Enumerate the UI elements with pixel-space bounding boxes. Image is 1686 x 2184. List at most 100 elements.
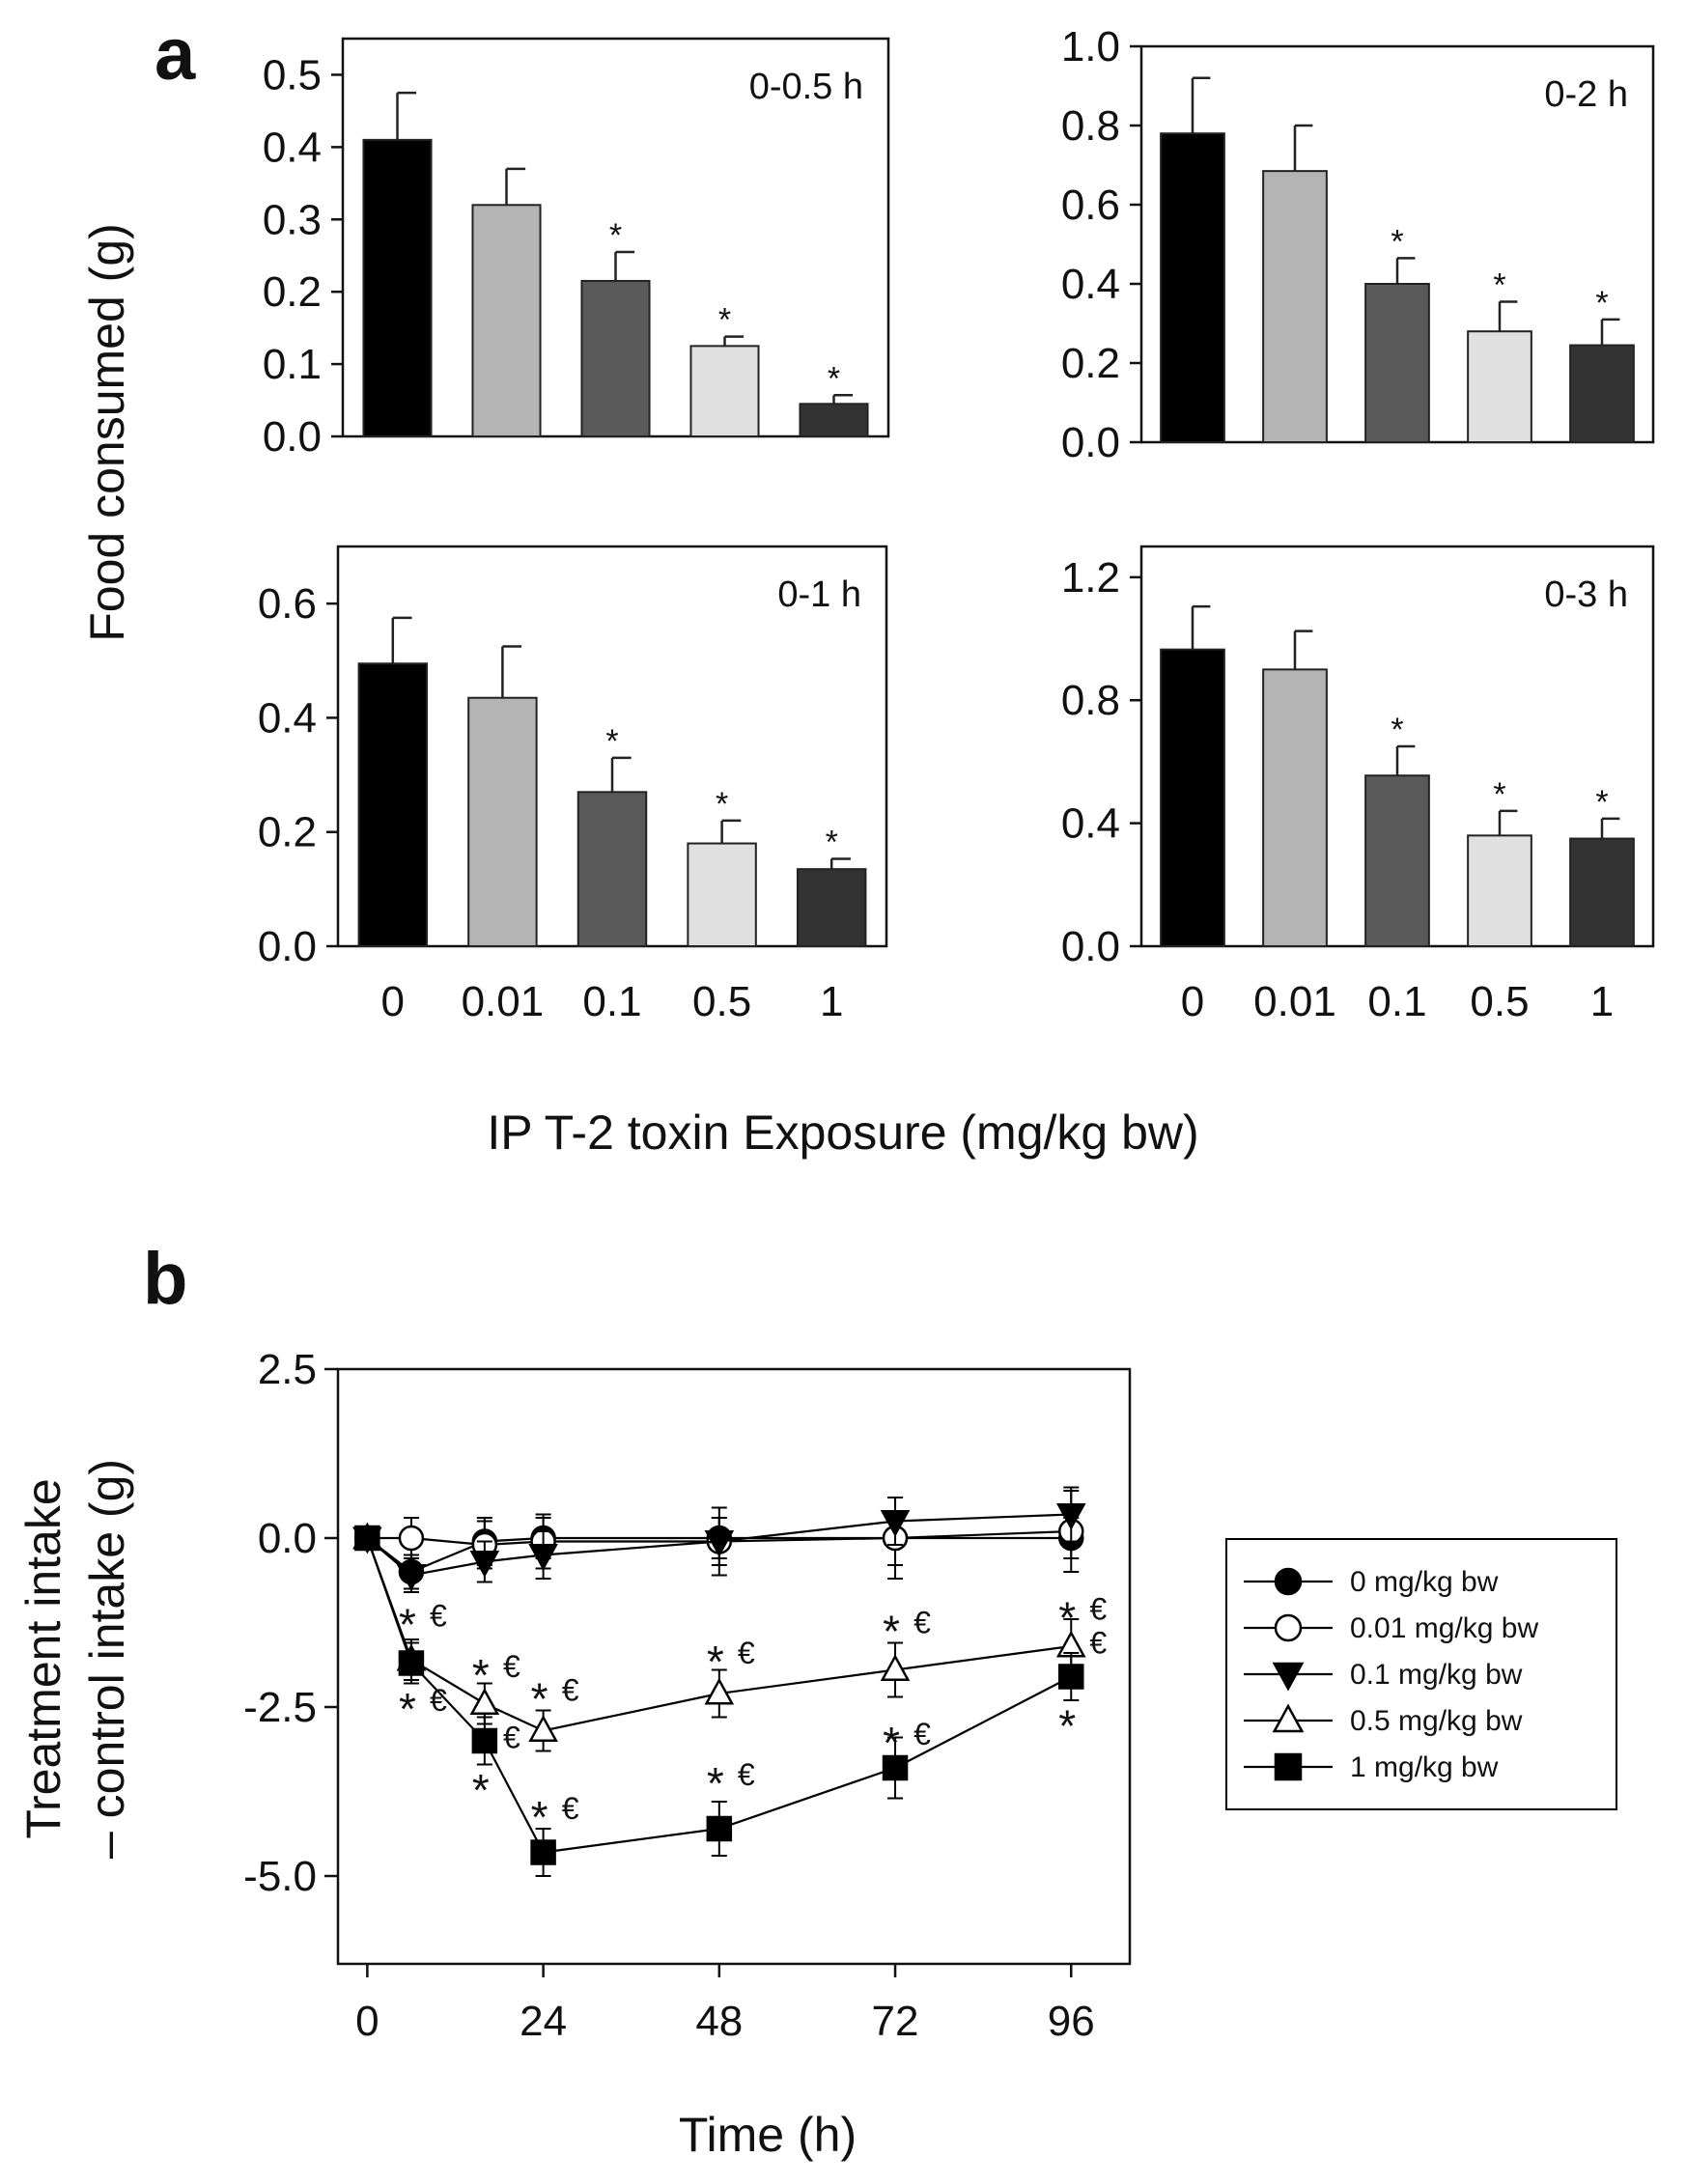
y-tick-label-0-3: 0.3 xyxy=(263,196,322,243)
bar-0 xyxy=(1160,132,1225,443)
data-point-1-mg-kg-bw-t48 xyxy=(706,1815,733,1842)
plot-frame xyxy=(336,1367,1132,1966)
bar-panel-0-2h: 0.0 0.2 0.4 0.6 0.8 1.0 * * * 0-2 h xyxy=(1061,23,1655,466)
x-tick-label-0-01: 0.01 xyxy=(462,978,545,1025)
significance-star: * xyxy=(472,1650,490,1700)
data-point-1-mg-kg-bw-t96 xyxy=(1058,1664,1084,1690)
significance-euro: € xyxy=(738,1757,755,1792)
legend: 0 mg/kg bw 0.01 mg/kg bw 0.1 mg/kg bw 0.5 m… xyxy=(1225,1538,1617,1810)
bar-0-01 xyxy=(467,696,538,947)
significance-star: * xyxy=(707,1758,724,1808)
y-tick-label-0-0: 0.0 xyxy=(258,1515,317,1562)
significance-euro: € xyxy=(913,1606,931,1640)
bar-0-5 xyxy=(687,842,757,947)
data-point-0-1-mg-kg-bw-t24 xyxy=(528,1544,558,1571)
x-tick-label-72: 72 xyxy=(872,1998,919,2045)
y-tick-label-0-2: 0.2 xyxy=(258,809,317,856)
legend-label-0-01-mg-kg-bw: 0.01 mg/kg bw xyxy=(1350,1612,1538,1644)
y-tick-label-0-1: 0.1 xyxy=(263,341,322,388)
panel-title: 0-1 h xyxy=(777,574,861,615)
bar-0-01 xyxy=(1262,170,1328,443)
x-tick-label-0: 0 xyxy=(381,978,405,1025)
significance-star-0-1: * xyxy=(1391,712,1403,748)
significance-star-0-1: * xyxy=(605,723,618,760)
bar-panel-0-3h: 0.0 0.4 0.8 1.2 0 0.01 * 0.1 * 0.5 * 1 0-3 h xyxy=(1061,545,1655,1025)
bar-0-5 xyxy=(1467,834,1532,947)
data-point-0-5-mg-kg-bw-t24 xyxy=(528,1715,558,1742)
significance-euro: € xyxy=(1089,1626,1107,1661)
legend-label-0-mg-kg-bw: 0 mg/kg bw xyxy=(1350,1566,1499,1598)
significance-star: * xyxy=(531,1674,548,1724)
y-tick-label-2-5: -2.5 xyxy=(243,1684,317,1731)
y-tick-label-0-5: 0.5 xyxy=(263,51,322,98)
bar-0 xyxy=(357,662,429,947)
panel-a-letter: a xyxy=(155,14,196,96)
significance-star: * xyxy=(1058,1593,1076,1643)
bar-0-1 xyxy=(1364,283,1430,443)
data-point-0-1-mg-kg-bw-t6 xyxy=(396,1564,427,1591)
panel-b-ylabel-line2: – control intake (g) xyxy=(80,1459,134,1859)
significance-euro: € xyxy=(1089,1592,1107,1627)
y-tick-label-2-5: 2.5 xyxy=(258,1346,317,1393)
significance-euro: € xyxy=(562,1673,579,1708)
data-point-1-mg-kg-bw-t0 xyxy=(354,1525,380,1552)
y-tick-label-1-0: 1.0 xyxy=(1061,23,1120,70)
data-point-0-1-mg-kg-bw-t72 xyxy=(880,1510,911,1537)
x-tick-label-96: 96 xyxy=(1048,1998,1095,2045)
x-tick-label-24: 24 xyxy=(520,1998,567,2045)
y-tick-label-0-4: 0.4 xyxy=(263,124,322,171)
data-point-0-5-mg-kg-bw-t72 xyxy=(880,1654,911,1681)
significance-star-0-1: * xyxy=(1391,223,1403,260)
significance-star-0-1: * xyxy=(609,217,622,254)
y-tick-label-0-2: 0.2 xyxy=(1061,340,1120,387)
significance-euro: € xyxy=(430,1599,447,1634)
data-point-0-1-mg-kg-bw-t96 xyxy=(1055,1503,1086,1530)
panel-b-ylabel-line1: Treatment intake xyxy=(16,1478,70,1838)
panel-title: 0-2 h xyxy=(1544,74,1628,115)
data-point-1-mg-kg-bw-t24 xyxy=(530,1839,556,1865)
data-point-0-5-mg-kg-bw-t48 xyxy=(704,1677,735,1705)
bar-0-01 xyxy=(471,204,542,437)
significance-star-0-5: * xyxy=(718,302,731,339)
y-tick-label-0-4: 0.4 xyxy=(1061,800,1120,848)
significance-star-1: * xyxy=(826,825,838,861)
bar-panel-0-1h: 0.0 0.2 0.4 0.6 0 0.01 * 0.1 * 0.5 * 1 0-1 h xyxy=(258,545,888,1025)
y-tick-label-0-8: 0.8 xyxy=(1061,677,1120,724)
bar-1 xyxy=(1569,344,1635,443)
significance-star-1: * xyxy=(1595,285,1608,322)
x-tick-label-1: 1 xyxy=(820,978,843,1025)
data-point-0-1-mg-kg-bw-t48 xyxy=(704,1530,735,1557)
significance-euro: € xyxy=(503,1649,520,1684)
significance-annotations: * €* € * €€** €* €* €* €* €* €* €€* xyxy=(399,1592,1107,1843)
data-point-1-mg-kg-bw-t16 xyxy=(471,1727,498,1754)
legend-marker-0-01-mg-kg-bw xyxy=(1274,1613,1303,1642)
legend-marker-0-5-mg-kg-bw xyxy=(1272,1703,1305,1733)
significance-star: * xyxy=(883,1607,900,1657)
significance-star-0-5: * xyxy=(1493,266,1505,303)
data-point-0-5-mg-kg-bw-t16 xyxy=(469,1688,500,1715)
x-tick-label-0-01: 0.01 xyxy=(1253,978,1336,1025)
legend-marker-1-mg-kg-bw xyxy=(1274,1752,1303,1781)
legend-marker-0-1-mg-kg-bw xyxy=(1272,1662,1305,1692)
bar-0-01 xyxy=(1262,668,1328,948)
bar-0 xyxy=(1160,648,1225,948)
y-tick-label-0-4: 0.4 xyxy=(1061,261,1120,308)
significance-star: * xyxy=(707,1637,724,1687)
x-tick-label-0-5: 0.5 xyxy=(1470,978,1529,1025)
bar-1 xyxy=(796,868,867,948)
y-tick-label-0-0: 0.0 xyxy=(263,413,322,461)
significance-star-1: * xyxy=(1595,784,1608,821)
panel-title: 0-0.5 h xyxy=(749,67,863,107)
bar-1 xyxy=(799,403,869,438)
panel-a-ylabel: Food consumed (g) xyxy=(80,223,134,642)
bar-0 xyxy=(362,138,433,437)
significance-euro: € xyxy=(562,1791,579,1826)
panel-a-xlabel: IP T-2 toxin Exposure (mg/kg bw) xyxy=(487,1106,1198,1160)
y-tick-label-1-2: 1.2 xyxy=(1061,554,1120,602)
y-tick-label-0-6: 0.6 xyxy=(258,580,317,628)
significance-euro: € xyxy=(503,1721,520,1755)
x-tick-label-48: 48 xyxy=(695,1998,743,2045)
bar-0-1 xyxy=(1364,774,1430,947)
line-panel-time-course: 2.50.0-2.5-5.00 24 48 72 96* €* € * €€** €* €* €* €*… xyxy=(243,1346,1132,2045)
